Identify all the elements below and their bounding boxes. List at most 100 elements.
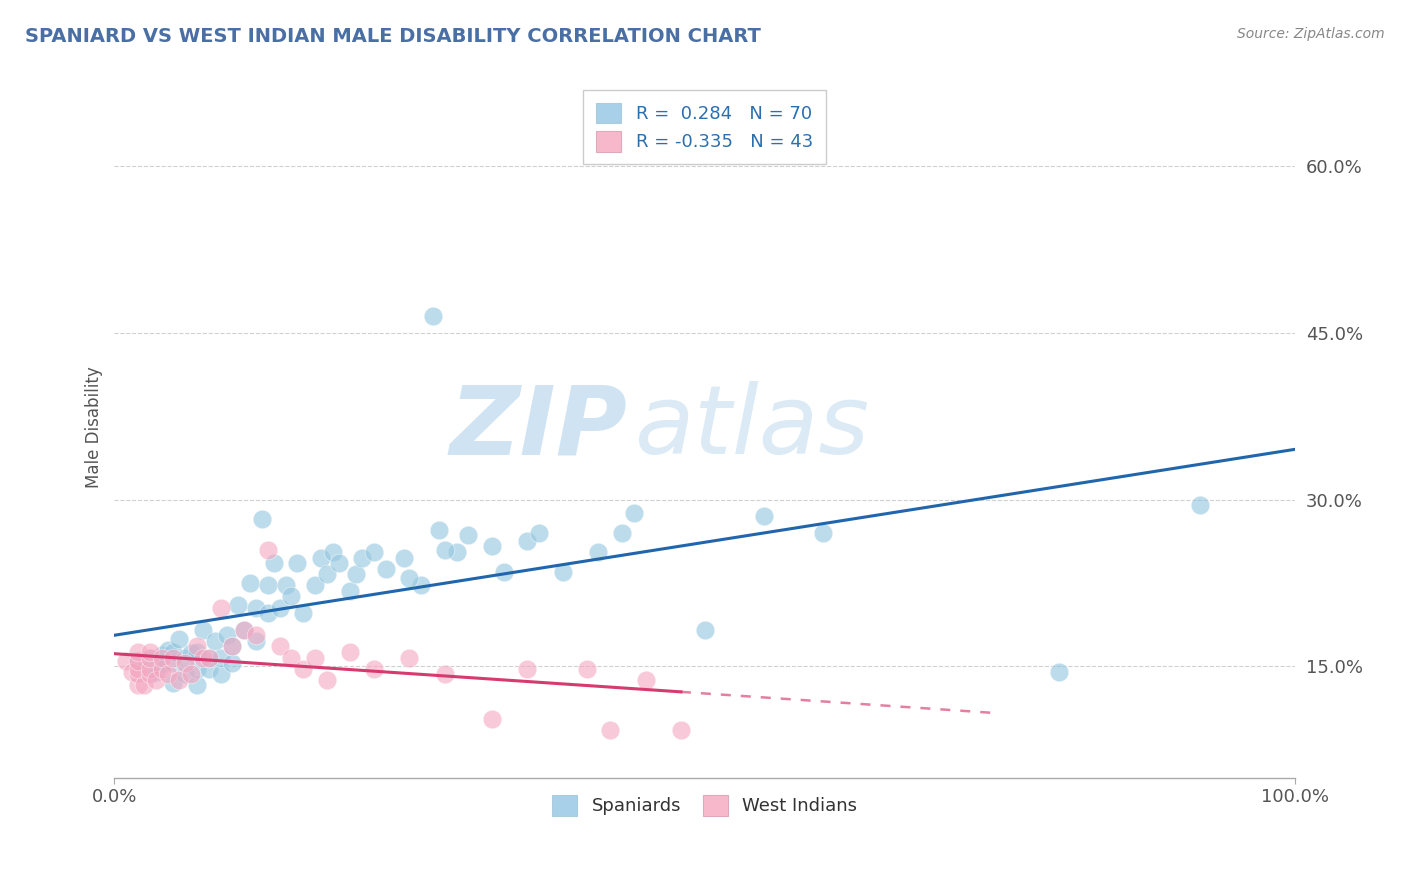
Point [374, 561, 396, 575]
Point [127, 645, 149, 659]
Point [209, 667, 232, 681]
Point [209, 650, 232, 665]
Point [145, 673, 167, 687]
Point [344, 567, 367, 582]
Point [145, 665, 167, 679]
Point [115, 654, 138, 668]
Point [363, 545, 385, 559]
Point [492, 565, 515, 579]
Point [239, 576, 262, 591]
Point [245, 600, 267, 615]
Point [411, 578, 433, 592]
Point [304, 578, 326, 592]
Point [256, 542, 278, 557]
Point [392, 550, 415, 565]
Point [481, 540, 503, 554]
Point [221, 640, 243, 654]
Point [446, 545, 468, 559]
Text: Source: ZipAtlas.com: Source: ZipAtlas.com [1237, 27, 1385, 41]
Point [169, 632, 191, 646]
Point [139, 662, 162, 676]
Point [139, 645, 162, 659]
Point [551, 565, 574, 579]
Point [516, 533, 538, 548]
Point [228, 599, 250, 613]
Point [139, 650, 162, 665]
Point [150, 648, 173, 663]
Point [180, 646, 202, 660]
Point [191, 650, 214, 665]
Point [398, 570, 420, 584]
Point [198, 662, 221, 676]
Point [156, 642, 179, 657]
Point [209, 600, 232, 615]
Point [752, 509, 775, 524]
Point [221, 640, 243, 654]
Point [150, 662, 173, 676]
Point [162, 650, 184, 665]
Y-axis label: Male Disability: Male Disability [86, 367, 103, 489]
Point [174, 650, 197, 665]
Point [204, 633, 226, 648]
Point [180, 667, 202, 681]
Point [315, 673, 337, 687]
Point [263, 556, 285, 570]
Point [352, 550, 374, 565]
Point [575, 662, 598, 676]
Point [191, 623, 214, 637]
Point [256, 578, 278, 592]
Point [363, 662, 385, 676]
Point [245, 628, 267, 642]
Point [280, 650, 302, 665]
Point [198, 650, 221, 665]
Point [693, 623, 716, 637]
Point [121, 665, 143, 679]
Point [139, 650, 162, 665]
Point [433, 542, 456, 557]
Point [457, 528, 479, 542]
Point [292, 606, 315, 620]
Point [156, 667, 179, 681]
Point [162, 656, 184, 670]
Point [162, 676, 184, 690]
Point [529, 526, 551, 541]
Point [174, 656, 197, 670]
Point [269, 640, 291, 654]
Point [588, 545, 610, 559]
Point [516, 662, 538, 676]
Point [280, 590, 302, 604]
Point [309, 550, 332, 565]
Legend: Spaniards, West Indians: Spaniards, West Indians [543, 786, 866, 824]
Point [481, 712, 503, 726]
Text: ZIP: ZIP [450, 381, 628, 474]
Point [256, 606, 278, 620]
Point [427, 523, 450, 537]
Point [150, 650, 173, 665]
Point [610, 526, 633, 541]
Point [186, 645, 208, 659]
Point [233, 623, 256, 637]
Point [221, 656, 243, 670]
Point [1189, 498, 1212, 512]
Point [398, 650, 420, 665]
Point [186, 640, 208, 654]
Point [433, 667, 456, 681]
Point [162, 645, 184, 659]
Point [304, 650, 326, 665]
Point [269, 600, 291, 615]
Point [233, 623, 256, 637]
Point [186, 662, 208, 676]
Point [623, 506, 645, 520]
Point [315, 567, 337, 582]
Point [127, 667, 149, 681]
Point [127, 654, 149, 668]
Point [169, 673, 191, 687]
Point [422, 310, 444, 324]
Point [245, 633, 267, 648]
Point [215, 628, 238, 642]
Text: SPANIARD VS WEST INDIAN MALE DISABILITY CORRELATION CHART: SPANIARD VS WEST INDIAN MALE DISABILITY … [25, 27, 761, 45]
Point [285, 556, 308, 570]
Point [274, 578, 297, 592]
Text: atlas: atlas [634, 381, 869, 474]
Point [150, 657, 173, 672]
